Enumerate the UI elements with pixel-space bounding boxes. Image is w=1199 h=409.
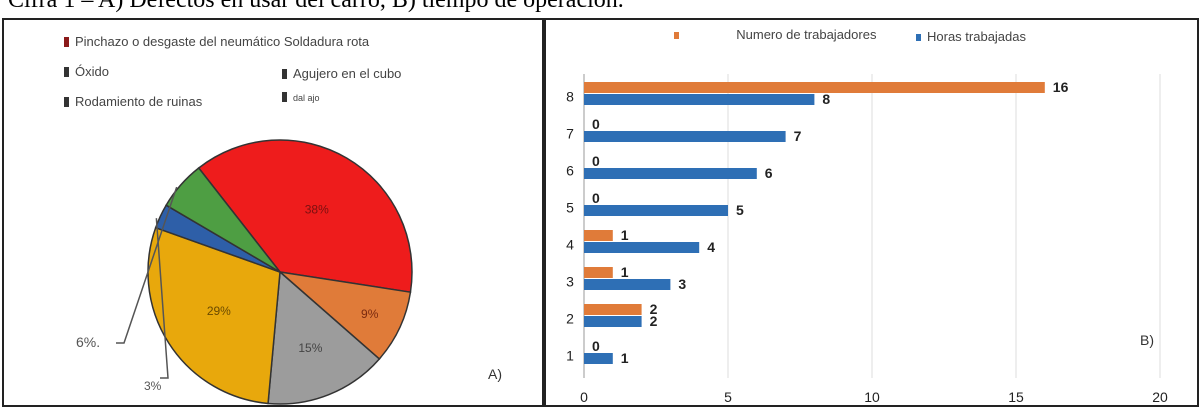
legend-label: Horas trabajadas bbox=[927, 29, 1026, 44]
x-tick-label: 20 bbox=[1152, 389, 1168, 405]
legend-label: Pinchazo o desgaste del neumático Soldad… bbox=[75, 34, 370, 49]
bar bbox=[584, 94, 815, 105]
pie-chart: 38% 9% 15% 29% 3% 6%. bbox=[76, 139, 413, 405]
legend-item: Numero de trabajadores bbox=[674, 27, 876, 42]
bar bbox=[584, 205, 728, 216]
pie-slice-label: 38% bbox=[305, 202, 329, 216]
bar bbox=[584, 267, 613, 278]
y-tick-label: 2 bbox=[566, 311, 574, 327]
pie-slice-label: 9% bbox=[361, 307, 379, 321]
x-tick-label: 0 bbox=[580, 389, 588, 405]
legend-swatch-icon bbox=[916, 34, 921, 41]
bar bbox=[584, 168, 757, 179]
legend-swatch-icon bbox=[64, 37, 69, 47]
x-tick-label: 10 bbox=[864, 389, 880, 405]
pie-slice bbox=[147, 226, 281, 405]
panel-label-b: B) bbox=[1140, 332, 1154, 348]
legend-swatch-icon bbox=[282, 92, 287, 102]
legend-swatch-icon bbox=[282, 69, 287, 79]
leader-line bbox=[155, 218, 169, 379]
y-tick-label: 1 bbox=[566, 348, 574, 364]
x-tick-label: 5 bbox=[724, 389, 732, 405]
pie-slice bbox=[267, 270, 381, 405]
y-tick-label: 4 bbox=[566, 237, 574, 253]
bar bbox=[584, 353, 613, 364]
bar-value-label: 2 bbox=[650, 313, 658, 329]
legend-label: Rodamiento de ruinas bbox=[75, 94, 203, 109]
y-tick-label: 8 bbox=[566, 89, 574, 105]
y-tick-label: 5 bbox=[566, 200, 574, 216]
pie-slice bbox=[165, 166, 281, 273]
bar-value-label: 0 bbox=[592, 116, 600, 132]
bar-value-label: 5 bbox=[736, 202, 744, 218]
bar-value-label: 2 bbox=[650, 301, 658, 317]
legend-item: Rodamiento de ruinas bbox=[64, 94, 202, 109]
figure-caption: Cifra 1 – A) Defectos en usar del carro,… bbox=[8, 0, 624, 13]
bar bbox=[584, 304, 642, 315]
y-tick-label: 7 bbox=[566, 126, 574, 142]
pie-slice-label: 29% bbox=[207, 304, 231, 318]
pie-slice-label: 6%. bbox=[76, 334, 100, 350]
legend-item: dal ajo bbox=[282, 92, 320, 103]
bar-chart-panel: Numero de trabajadores Horas trabajadas … bbox=[544, 18, 1199, 407]
legend-label: Agujero en el cubo bbox=[293, 66, 402, 81]
pie-slice-label: 3% bbox=[144, 379, 162, 393]
bar-value-label: 8 bbox=[822, 91, 830, 107]
x-tick-label: 15 bbox=[1008, 389, 1024, 405]
bar-value-label: 0 bbox=[592, 338, 600, 354]
legend-item: Horas trabajadas bbox=[916, 29, 1026, 44]
y-tick-label: 3 bbox=[566, 274, 574, 290]
pie-slice bbox=[197, 139, 413, 294]
leader-line bbox=[116, 186, 178, 344]
legend-item: Óxido bbox=[64, 64, 109, 79]
bar-value-label: 0 bbox=[592, 190, 600, 206]
bar-value-label: 6 bbox=[765, 165, 773, 181]
y-tick-label: 6 bbox=[566, 163, 574, 179]
pie-slice-label: 15% bbox=[298, 341, 322, 355]
bar-value-label: 4 bbox=[707, 239, 715, 255]
panel-label-a: A) bbox=[488, 366, 502, 382]
bar-value-label: 3 bbox=[678, 276, 686, 292]
bar-value-label: 1 bbox=[621, 350, 629, 366]
bar-value-label: 0 bbox=[592, 153, 600, 169]
bar-value-label: 16 bbox=[1053, 79, 1069, 95]
bar bbox=[584, 316, 642, 327]
bar bbox=[584, 279, 671, 290]
legend-item: Agujero en el cubo bbox=[282, 66, 401, 81]
bar-value-label: 7 bbox=[794, 128, 802, 144]
legend-label: dal ajo bbox=[293, 93, 320, 103]
legend-label: Numero de trabajadores bbox=[736, 27, 877, 42]
bar bbox=[584, 230, 613, 241]
bar bbox=[584, 131, 786, 142]
bar-value-label: 1 bbox=[621, 227, 629, 243]
legend-label: Óxido bbox=[75, 64, 109, 79]
legend-swatch-icon bbox=[674, 32, 679, 39]
legend-swatch-icon bbox=[64, 97, 69, 107]
bar-value-label: 1 bbox=[621, 264, 629, 280]
bar bbox=[584, 242, 700, 253]
legend-swatch-icon bbox=[64, 67, 69, 77]
pie-chart-panel: Pinchazo o desgaste del neumático Soldad… bbox=[2, 18, 544, 407]
legend-item: Pinchazo o desgaste del neumático Soldad… bbox=[64, 34, 369, 49]
bar bbox=[584, 82, 1045, 93]
